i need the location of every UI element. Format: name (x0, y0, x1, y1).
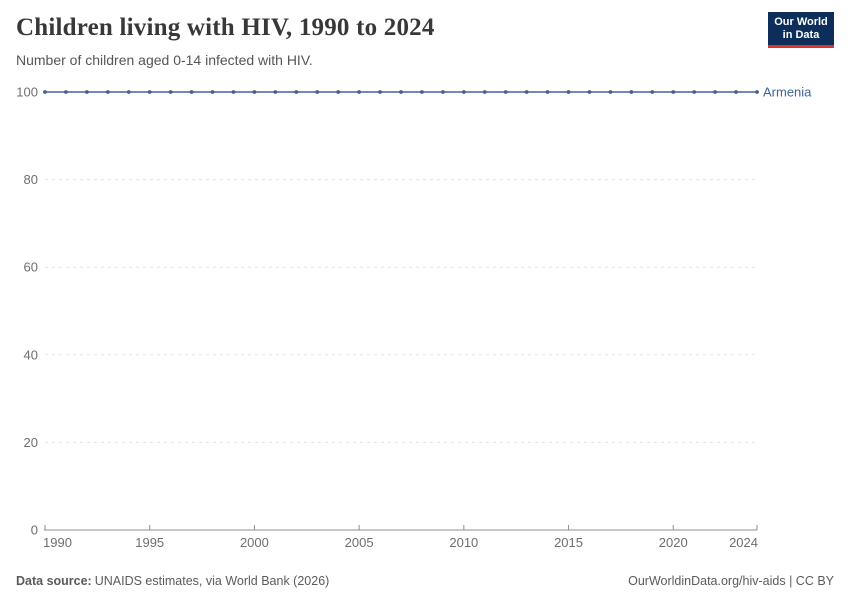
data-point[interactable] (147, 90, 152, 94)
owid-logo[interactable]: Our World in Data (768, 12, 834, 48)
data-point[interactable] (252, 90, 257, 94)
data-point[interactable] (671, 90, 676, 94)
chart-header: Children living with HIV, 1990 to 2024 N… (0, 0, 850, 78)
data-point[interactable] (650, 90, 655, 94)
data-point[interactable] (587, 90, 592, 94)
data-point[interactable] (482, 90, 487, 94)
x-tick-label: 2000 (240, 535, 269, 550)
data-point[interactable] (378, 90, 382, 94)
chart-subtitle: Number of children aged 0-14 infected wi… (16, 52, 313, 68)
x-tick-label: 2015 (554, 535, 583, 550)
y-tick-label: 60 (24, 260, 38, 275)
data-point[interactable] (545, 90, 550, 94)
y-tick-label: 100 (16, 85, 38, 100)
data-point[interactable] (231, 90, 236, 94)
x-tick-label: 2010 (449, 535, 478, 550)
data-point[interactable] (315, 90, 320, 94)
owid-logo-line1: Our World (774, 15, 828, 28)
data-point[interactable] (126, 90, 131, 94)
data-point[interactable] (273, 90, 278, 94)
owid-logo-line2: in Data (782, 28, 820, 41)
data-source-label: Data source: (16, 574, 92, 588)
x-tick-label: 2024 (729, 535, 758, 550)
data-source: Data source: UNAIDS estimates, via World … (16, 574, 329, 588)
data-point[interactable] (43, 90, 47, 94)
data-point[interactable] (420, 90, 424, 94)
data-point[interactable] (566, 90, 571, 94)
data-point[interactable] (64, 90, 68, 94)
footer-link[interactable]: OurWorldinData.org/hiv-aids | CC BY (628, 574, 834, 588)
data-point[interactable] (524, 90, 529, 94)
x-tick-label: 1995 (135, 535, 164, 550)
y-tick-label: 20 (24, 435, 38, 450)
data-point[interactable] (461, 90, 466, 94)
data-point[interactable] (755, 90, 759, 94)
x-tick-label: 2020 (659, 535, 688, 550)
data-point[interactable] (105, 90, 110, 94)
data-point[interactable] (210, 90, 215, 94)
y-tick-label: 0 (31, 523, 38, 538)
data-point[interactable] (357, 90, 362, 94)
data-point[interactable] (399, 90, 403, 94)
chart-footer: Data source: UNAIDS estimates, via World … (16, 574, 834, 588)
y-tick-label: 80 (24, 172, 38, 187)
x-tick-label: 1990 (43, 535, 72, 550)
data-point[interactable] (608, 90, 613, 94)
series-label: Armenia (763, 85, 812, 100)
data-point[interactable] (336, 90, 341, 94)
data-point[interactable] (629, 90, 634, 94)
data-point[interactable] (189, 90, 194, 94)
data-point[interactable] (713, 90, 718, 94)
data-source-value: UNAIDS estimates, via World Bank (2026) (94, 574, 330, 588)
data-point[interactable] (84, 90, 89, 94)
data-point[interactable] (168, 90, 173, 94)
data-point[interactable] (294, 90, 299, 94)
data-point[interactable] (734, 90, 738, 94)
x-tick-label: 2005 (345, 535, 374, 550)
y-tick-label: 40 (24, 347, 38, 362)
page-title: Children living with HIV, 1990 to 2024 (16, 14, 435, 41)
data-point[interactable] (692, 90, 697, 94)
data-point[interactable] (440, 90, 445, 94)
data-point[interactable] (503, 90, 508, 94)
